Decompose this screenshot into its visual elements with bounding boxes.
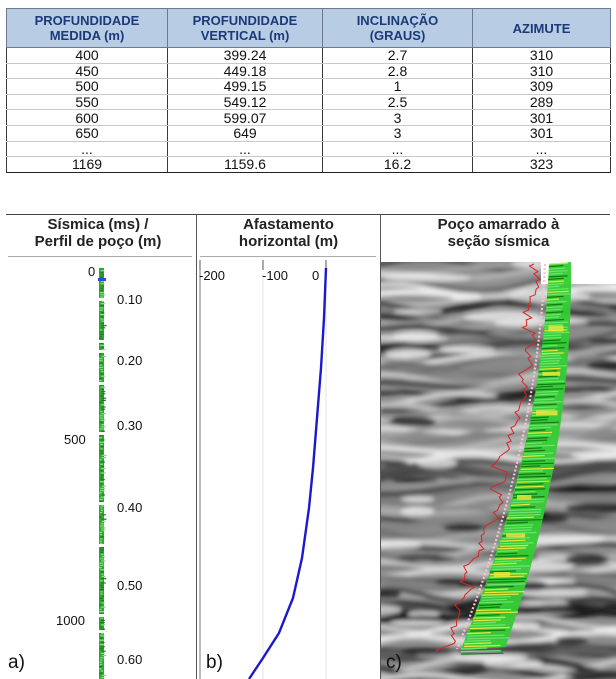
cell-incl: 2.8 — [322, 63, 473, 80]
panel-b-title: Afastamento horizontal (m) — [238, 216, 339, 250]
time-label: 0.30 — [117, 418, 143, 433]
x-tick-label: -100 — [262, 268, 289, 283]
time-label: 0.40 — [117, 500, 143, 515]
header-azimuth: AZIMUTE — [472, 8, 611, 48]
header-measured-depth: PROFUNDIDADE MEDIDA (m) — [6, 8, 168, 48]
cell-md: 450 — [6, 63, 168, 80]
log-gap — [98, 382, 106, 385]
cell-tvd: ... — [167, 141, 323, 158]
x-tick-label: -200 — [199, 268, 226, 283]
cell-tvd: 649 — [167, 125, 323, 142]
time-label: 0.50 — [117, 578, 143, 593]
cell-incl: 3 — [322, 125, 473, 142]
header-inclination: INCLINAÇÃO (GRAUS) — [322, 8, 473, 48]
cell-md: 1169 — [6, 156, 168, 173]
survey-table: PROFUNDIDADE MEDIDA (m) PROFUNDIDADE VERTI… — [6, 8, 611, 173]
depth-label-0: 0 — [88, 264, 96, 279]
panel-divider-ab — [196, 214, 197, 679]
cell-incl: 16.2 — [322, 156, 473, 173]
cell-azi: 301 — [472, 109, 611, 126]
cell-azi: 309 — [472, 78, 611, 95]
log-gap — [98, 544, 106, 547]
log-gap — [98, 350, 106, 353]
log-gap — [98, 340, 106, 343]
table-row: ............ — [6, 141, 611, 158]
time-label: 0.10 — [117, 292, 143, 307]
panel-a-header-rule — [8, 256, 192, 257]
cell-azi: 323 — [472, 156, 611, 173]
table-row: 650 649 3 301 — [6, 125, 611, 142]
panel-c-title: Poço amarrado à seção sísmica — [437, 216, 560, 250]
well-log-track — [98, 268, 107, 679]
table-row: 500 499.15 1 309 — [6, 78, 611, 95]
log-gap — [98, 630, 106, 633]
cell-incl: ... — [322, 141, 473, 158]
cell-azi: 310 — [472, 63, 611, 80]
seismic-canvas — [381, 262, 616, 679]
cell-azi: ... — [472, 141, 611, 158]
panel-a-title: Sísmica (ms) / Perfil de poço (m) — [34, 216, 162, 250]
cell-tvd: 549.12 — [167, 94, 323, 111]
panel-c-letter: c) — [386, 652, 402, 673]
table-row: 450 449.18 2.8 310 — [6, 63, 611, 80]
cell-azi: 289 — [472, 94, 611, 111]
table-row: 1169 1159.6 16.2 323 — [6, 156, 611, 173]
cell-md: 500 — [6, 78, 168, 95]
cell-incl: 3 — [322, 109, 473, 126]
panel-a-letter: a) — [8, 652, 25, 673]
cell-azi: 310 — [472, 47, 611, 64]
time-label: 0.20 — [117, 353, 143, 368]
panel-b-letter: b) — [206, 652, 223, 673]
table-row: 400 399.24 2.7 310 — [6, 47, 611, 64]
cell-tvd: 599.07 — [167, 109, 323, 126]
panel-top-rule — [6, 214, 610, 215]
log-gap — [98, 502, 106, 505]
time-label: 0.60 — [117, 652, 143, 667]
cell-md: 650 — [6, 125, 168, 142]
cell-md: 550 — [6, 94, 168, 111]
well-offset-curve — [248, 267, 328, 679]
cell-tvd: 499.15 — [167, 78, 323, 95]
cell-azi: 301 — [472, 125, 611, 142]
table-row: 600 599.07 3 301 — [6, 109, 611, 126]
cell-incl: 2.7 — [322, 47, 473, 64]
table-row: 550 549.12 2.5 289 — [6, 94, 611, 111]
log-gap — [98, 298, 106, 301]
depth-label-500: 500 — [64, 432, 86, 447]
horizontal-offset-plot — [199, 260, 328, 679]
log-gap — [98, 614, 106, 617]
red-log-curve — [435, 263, 541, 652]
cell-tvd: 399.24 — [167, 47, 323, 64]
well-trajectory — [455, 263, 547, 650]
cell-md: 600 — [6, 109, 168, 126]
cell-tvd: 1159.6 — [167, 156, 323, 173]
cell-tvd: 449.18 — [167, 63, 323, 80]
cell-incl: 2.5 — [322, 94, 473, 111]
depth-label-1000: 1000 — [56, 613, 85, 628]
cell-md: 400 — [6, 47, 168, 64]
panel-b-header-rule — [200, 256, 376, 257]
table-header-row: PROFUNDIDADE MEDIDA (m) PROFUNDIDADE VERTI… — [6, 8, 611, 48]
cell-md: ... — [6, 141, 168, 158]
log-gap — [98, 432, 106, 435]
cell-incl: 1 — [322, 78, 473, 95]
x-tick-label: 0 — [312, 268, 320, 283]
seismic-section-image — [381, 262, 616, 679]
header-vertical-depth: PROFUNDIDADE VERTICAL (m) — [167, 8, 323, 48]
